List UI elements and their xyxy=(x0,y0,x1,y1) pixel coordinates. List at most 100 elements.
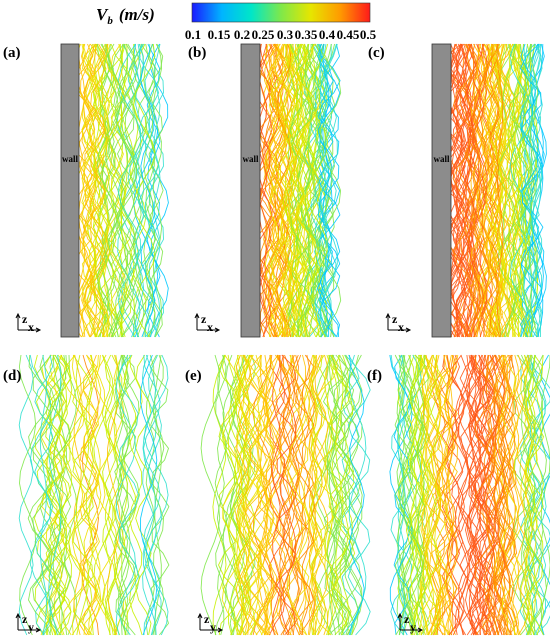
panel-label: (e) xyxy=(185,368,202,384)
streamline xyxy=(235,354,250,636)
colorbar-tick-label: 0.3 xyxy=(277,27,294,42)
streamline xyxy=(520,43,543,338)
panel-label: (c) xyxy=(368,45,385,61)
wall-label: wall xyxy=(433,154,450,164)
streamline xyxy=(95,354,118,636)
streamline xyxy=(480,354,491,636)
streamline xyxy=(117,43,136,338)
streamline xyxy=(290,354,301,636)
streamline xyxy=(214,354,227,636)
streamline xyxy=(18,354,37,636)
streamline xyxy=(523,354,535,636)
streamline xyxy=(149,354,170,636)
colorbar-title-unit: (m/s) xyxy=(119,5,155,24)
streamline xyxy=(460,43,472,338)
streamline xyxy=(265,43,284,338)
axis-triad xyxy=(15,312,42,333)
streamline xyxy=(298,354,307,636)
streamline xyxy=(257,354,272,636)
streamline xyxy=(92,43,107,338)
streamline xyxy=(276,354,300,636)
streamline xyxy=(235,354,251,636)
streamline xyxy=(288,43,296,338)
streamline xyxy=(482,354,495,636)
streamline xyxy=(32,354,53,636)
streamline xyxy=(339,354,350,636)
colorbar-tick-label: 0.5 xyxy=(360,27,377,42)
streamline xyxy=(317,43,341,338)
axis-arrow-vertical xyxy=(194,312,200,330)
streamline xyxy=(76,43,91,338)
axis-label-vertical: z xyxy=(22,312,28,326)
streamline xyxy=(435,354,449,636)
streamline xyxy=(317,43,341,338)
streamline xyxy=(468,354,477,636)
streamline xyxy=(523,43,534,338)
streamlines xyxy=(441,43,547,338)
streamline xyxy=(75,354,90,636)
streamline xyxy=(399,354,423,636)
streamline xyxy=(93,354,114,636)
streamline xyxy=(49,354,69,636)
streamline xyxy=(133,43,159,338)
streamline xyxy=(39,354,47,636)
streamline xyxy=(443,354,451,636)
streamline xyxy=(494,354,506,636)
streamline xyxy=(483,43,497,338)
streamline xyxy=(119,354,130,636)
streamline xyxy=(216,354,225,636)
streamline xyxy=(322,43,330,337)
axis-arrow-horizontal xyxy=(200,627,224,633)
streamline xyxy=(468,354,489,636)
axis-label-horizontal: x xyxy=(207,320,213,334)
streamline xyxy=(305,43,318,338)
axis-triad xyxy=(15,612,42,633)
streamline xyxy=(265,354,274,636)
streamline xyxy=(117,43,142,338)
streamline xyxy=(47,354,72,636)
streamline xyxy=(420,354,430,636)
streamline xyxy=(288,354,310,636)
streamline xyxy=(115,354,137,636)
streamline xyxy=(29,354,52,636)
streamline xyxy=(310,43,329,338)
streamline xyxy=(133,43,156,338)
streamline xyxy=(528,43,537,338)
streamline xyxy=(85,43,109,338)
streamline xyxy=(110,43,124,338)
streamlines xyxy=(72,43,169,338)
streamline xyxy=(397,354,416,636)
axis-label-horizontal: y xyxy=(410,620,416,634)
streamline xyxy=(507,43,516,338)
streamline xyxy=(294,43,320,338)
streamlines xyxy=(200,354,371,636)
streamline xyxy=(314,354,323,636)
streamline xyxy=(474,354,496,636)
streamline xyxy=(497,43,508,338)
streamline xyxy=(455,43,470,338)
streamline xyxy=(527,354,547,636)
streamline xyxy=(446,354,454,636)
streamline xyxy=(459,354,480,636)
streamlines xyxy=(18,354,170,636)
panel-1: wall (a) zx xyxy=(3,43,169,338)
axis-label-vertical: z xyxy=(22,612,28,626)
streamline xyxy=(299,43,306,338)
axis-triad xyxy=(397,612,424,633)
axis-triad xyxy=(194,312,221,333)
streamline xyxy=(348,354,367,636)
streamline xyxy=(310,354,318,636)
streamline xyxy=(47,354,72,636)
streamline xyxy=(319,43,338,338)
streamline xyxy=(48,354,62,636)
streamline xyxy=(107,354,123,636)
streamline xyxy=(237,354,253,636)
streamline xyxy=(296,43,315,338)
streamline xyxy=(71,354,84,636)
streamline xyxy=(258,43,281,338)
streamline xyxy=(284,43,296,338)
colorbar-tick-label: 0.45 xyxy=(337,27,360,42)
streamline xyxy=(62,354,86,636)
streamline xyxy=(143,354,169,636)
streamline xyxy=(454,354,469,636)
